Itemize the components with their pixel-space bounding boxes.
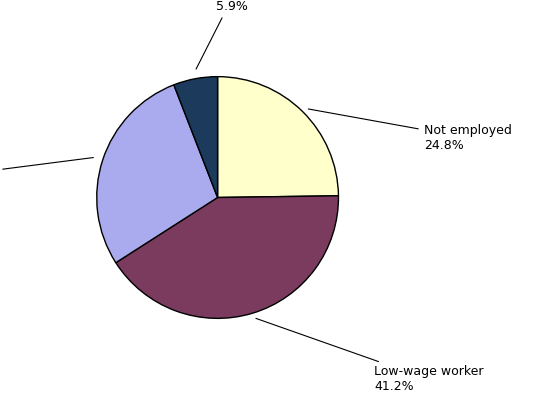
- Text: High-wage worker
5.9%: High-wage worker 5.9%: [175, 0, 289, 69]
- Text: Not employed
24.8%: Not employed 24.8%: [308, 109, 512, 152]
- Text: Moderate-wage
worker
28.2%: Moderate-wage worker 28.2%: [0, 155, 94, 198]
- Text: Low-wage worker
41.2%: Low-wage worker 41.2%: [256, 318, 484, 393]
- Wedge shape: [97, 85, 218, 263]
- Wedge shape: [218, 77, 338, 198]
- Wedge shape: [116, 196, 338, 318]
- Wedge shape: [174, 77, 218, 198]
